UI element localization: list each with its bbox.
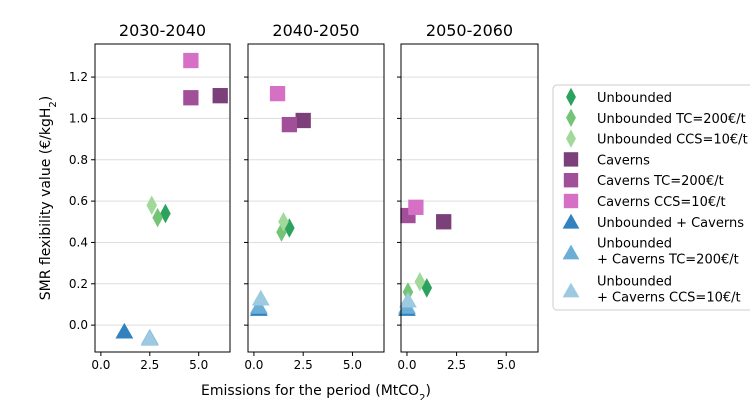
data-point xyxy=(251,289,270,306)
legend-label: Unbounded xyxy=(597,275,672,290)
data-point xyxy=(269,85,286,102)
data-point xyxy=(281,116,298,133)
legend-label: Unbounded CCS=10€/t xyxy=(597,133,748,148)
legend-label: Caverns TC=200€/t xyxy=(597,174,724,189)
data-point xyxy=(414,271,426,292)
legend-label: Unbounded TC=200€/t xyxy=(597,112,746,127)
data-point xyxy=(408,199,424,215)
legend-box xyxy=(552,84,750,311)
legend-label: + Caverns CCS=10€/t xyxy=(597,291,741,306)
legend-label: Unbounded xyxy=(597,91,672,106)
legend-label: + Caverns TC=200€/t xyxy=(597,253,739,268)
y-tick-label: 0.6 xyxy=(69,194,88,208)
data-point xyxy=(160,203,171,224)
x-axis-label-subscript: 2 xyxy=(419,393,425,400)
x-tick-label: 0.0 xyxy=(91,358,110,372)
legend-marker xyxy=(562,282,580,298)
subplot-title: 2040-2050 xyxy=(272,21,359,40)
data-point xyxy=(183,52,199,69)
y-axis-label-end: ) xyxy=(38,96,54,101)
legend-marker xyxy=(563,152,579,167)
axes-frame xyxy=(94,43,231,353)
x-tick-label: 5.0 xyxy=(189,358,208,372)
data-point xyxy=(183,90,199,106)
x-tick-label: 5.0 xyxy=(497,358,516,372)
legend: Unbounded Unbounded TC=200€/t Unbounded CC… xyxy=(552,84,750,311)
x-axis-label-main: Emissions for the period (MtCO xyxy=(201,383,419,399)
legend-marker xyxy=(563,193,579,209)
data-point xyxy=(115,322,134,339)
legend-label: Caverns xyxy=(597,153,650,168)
x-tick-label: 2.5 xyxy=(447,358,466,372)
y-tick-label: 1.0 xyxy=(69,111,88,125)
legend-marker xyxy=(562,244,580,260)
data-point xyxy=(212,88,228,104)
subplot-2040-2050: 2040-2050 0.0 2.5 5.0 xyxy=(244,21,385,372)
y-axis-label: SMR flexibility value (€/kgH2) xyxy=(38,96,59,300)
y-axis-label-main: SMR flexibility value (€/kgH xyxy=(38,108,54,301)
legend-marker xyxy=(566,87,576,107)
legend-marker xyxy=(563,173,579,188)
data-point xyxy=(278,211,289,232)
legend-label: Caverns CCS=10€/t xyxy=(597,195,726,210)
legend-marker xyxy=(566,108,576,127)
legend-label: Unbounded + Caverns xyxy=(597,216,744,231)
subplot-2050-2060: 2050-2060 0.0 2.5 5.0 xyxy=(397,21,539,372)
y-tick-label: 1.2 xyxy=(69,70,88,84)
x-axis-label: Emissions for the period (MtCO2) xyxy=(201,383,431,400)
x-tick-label: 0.0 xyxy=(244,358,263,372)
x-tick-label: 5.0 xyxy=(343,358,362,372)
data-point xyxy=(152,207,163,228)
data-point xyxy=(399,291,417,308)
subplot-title: 2030-2040 xyxy=(119,21,206,40)
x-tick-label: 2.5 xyxy=(294,358,313,372)
y-axis-label-subscript: 2 xyxy=(48,101,59,107)
x-tick-label: 0.0 xyxy=(397,358,416,372)
legend-marker xyxy=(562,213,580,229)
y-tick-label: 0.2 xyxy=(69,277,88,291)
y-tick-label: 0.4 xyxy=(69,235,88,249)
subplot-title: 2050-2060 xyxy=(426,21,513,40)
x-axis-label-end: ) xyxy=(425,383,430,399)
y-tick-label: 0.0 xyxy=(69,318,88,332)
legend-marker xyxy=(566,129,576,148)
subplot-2030-2040: 2030-2040 0.0 2.5 5.0 0.0 0.2 0.4 0.6 0.8 1.0 1.2 xyxy=(69,21,231,372)
data-point xyxy=(146,195,158,216)
y-tick-label: 0.8 xyxy=(69,153,88,167)
legend-label: Unbounded xyxy=(597,237,672,252)
data-point xyxy=(295,112,311,129)
data-point xyxy=(140,330,159,346)
x-tick-label: 2.5 xyxy=(140,358,159,372)
axes-frame xyxy=(400,43,539,353)
axes-frame xyxy=(247,43,385,353)
data-point xyxy=(436,214,452,230)
data-point xyxy=(249,298,268,314)
